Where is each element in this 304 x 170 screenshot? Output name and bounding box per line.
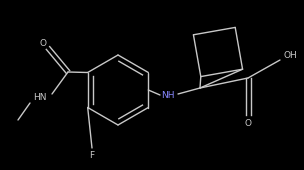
Text: NH: NH bbox=[161, 90, 175, 99]
Text: OH: OH bbox=[283, 52, 297, 61]
Text: O: O bbox=[244, 118, 251, 128]
Text: F: F bbox=[89, 151, 95, 160]
Text: O: O bbox=[40, 38, 47, 47]
Text: HN: HN bbox=[33, 94, 47, 103]
